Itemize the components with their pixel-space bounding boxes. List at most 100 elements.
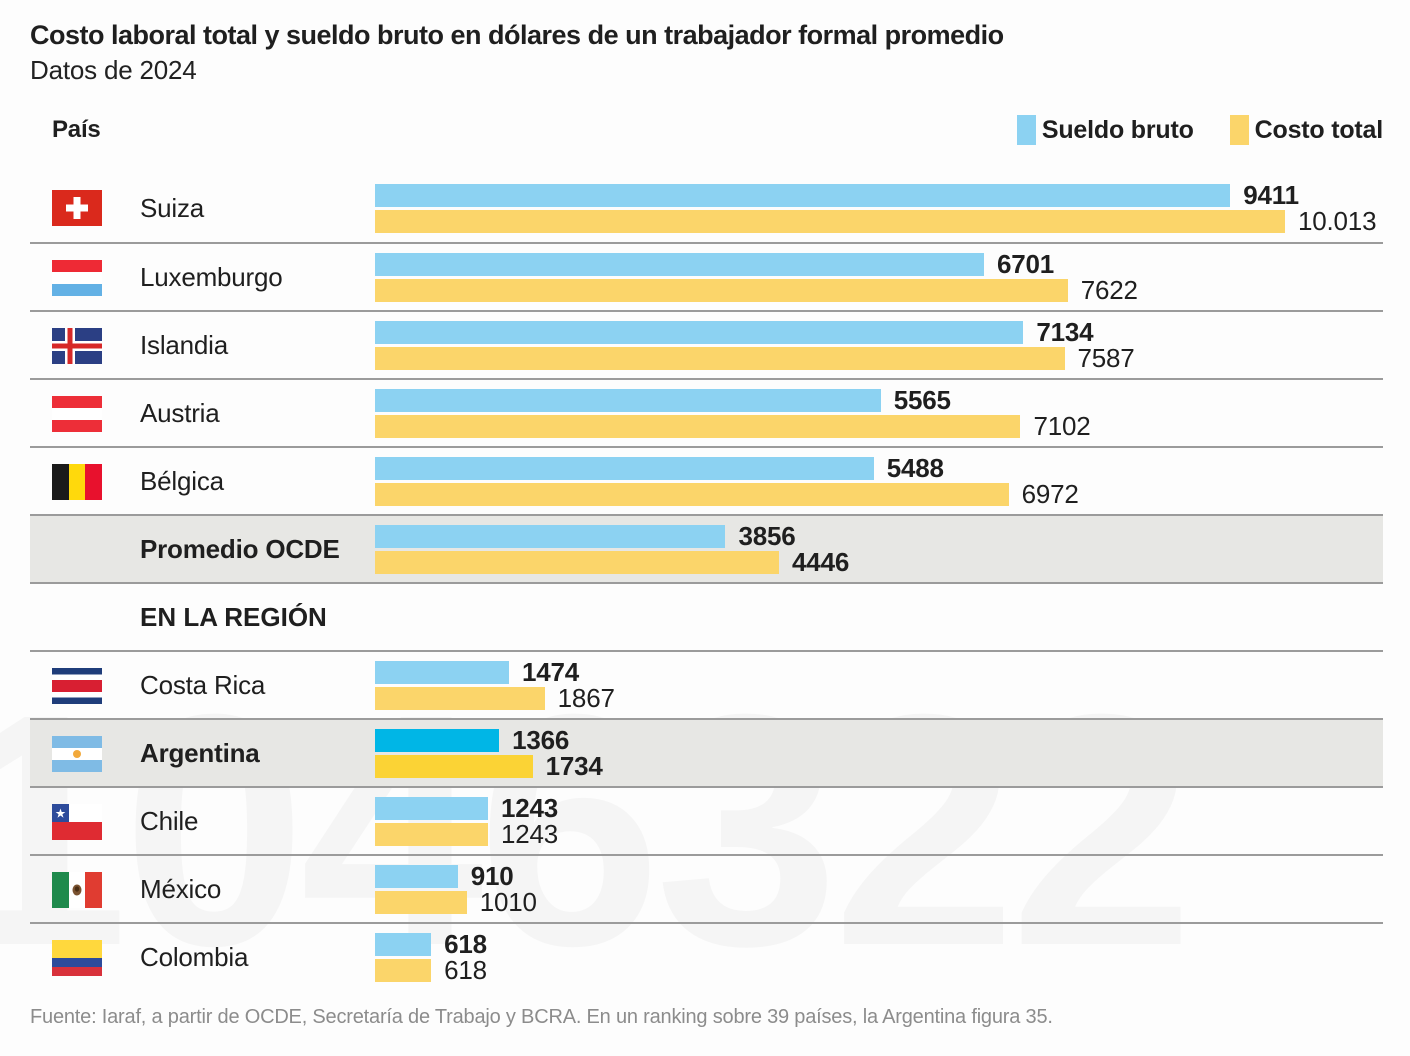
bar-group: 5565 7102: [375, 380, 1383, 446]
costo-total-bar: [375, 414, 1021, 438]
country-label: Chile: [140, 805, 199, 836]
source-note: Fuente: Iaraf, a partir de OCDE, Secreta…: [30, 1006, 1053, 1029]
table-row-islandia: Islandia 7134 7587: [30, 310, 1383, 378]
table-row-argentina: Argentina 1366 1734: [30, 718, 1383, 787]
costo-total-bar: [375, 209, 1285, 233]
bar-group: 6701 7622: [375, 244, 1383, 310]
country-column-header: País: [52, 116, 101, 144]
country-label: México: [140, 873, 222, 904]
chile-flag-icon: [52, 804, 102, 841]
costo-total-value: 1734: [545, 750, 603, 781]
table-row-luxemburgo: Luxemburgo 6701 7622: [30, 242, 1383, 310]
sueldo-bruto-value: 910: [470, 860, 514, 891]
table-row-promedio-ocde: Promedio OCDE 3856 4446: [30, 514, 1383, 583]
bar-group: 1243 1243: [375, 788, 1383, 854]
page-title: Costo laboral total y sueldo bruto en dó…: [30, 20, 1004, 50]
sueldo-bruto-bar: [375, 320, 1024, 344]
costo-total-bar: [375, 822, 488, 846]
sueldo-bruto-value: 6701: [996, 248, 1055, 279]
costo-total-bar: [375, 754, 533, 778]
bar-group: 1474 1867: [375, 652, 1383, 718]
sueldo-bruto-bar: [375, 183, 1231, 207]
sueldo-bruto-value: 7134: [1036, 316, 1094, 347]
infographic: Costo laboral total y sueldo bruto en dó…: [30, 20, 1383, 1029]
bar-group: 7134 7587: [375, 312, 1383, 378]
sueldo-bruto-bar: [375, 932, 432, 956]
section-header-row: EN LA REGIÓN: [30, 582, 1383, 650]
belgium-flag-icon: [52, 464, 102, 501]
costo-total-bar: [375, 958, 432, 982]
bar-group: 5488 6972: [375, 448, 1383, 514]
country-label: Argentina: [140, 737, 260, 768]
sueldo-bruto-bar: [375, 796, 488, 820]
page-subtitle: Datos de 2024: [30, 55, 197, 86]
legend: Sueldo bruto Costo total: [1016, 115, 1384, 146]
legend-item-sueldo-bruto: Sueldo bruto: [1016, 115, 1194, 146]
country-label: Luxemburgo: [140, 261, 283, 292]
chart-header: País Sueldo bruto Costo total: [30, 110, 1383, 150]
sueldo-bruto-value: 1366: [512, 724, 570, 755]
costo-total-value: 1010: [479, 886, 537, 917]
costo-total-bar: [375, 686, 545, 710]
country-label: Suiza: [140, 192, 205, 223]
costo-total-value: 10.013: [1298, 205, 1377, 236]
table-row-mexico: México 910 1010: [30, 854, 1383, 922]
table-row-belgica: Bélgica 5488 6972: [30, 446, 1383, 514]
country-label: Promedio OCDE: [140, 533, 340, 564]
country-label: Bélgica: [140, 465, 224, 496]
costo-total-value: 1867: [557, 682, 615, 713]
sueldo-bruto-bar: [375, 864, 458, 888]
section-header-label: EN LA REGIÓN: [140, 601, 327, 632]
sueldo-bruto-value: 1474: [521, 656, 579, 687]
switzerland-flag-icon: [52, 190, 102, 227]
costo-total-value: 7102: [1033, 410, 1091, 441]
costo-total-value: 4446: [792, 546, 850, 577]
mexico-flag-icon: [52, 872, 102, 909]
costo-total-value: 7622: [1080, 274, 1138, 305]
costo-total-bar: [375, 890, 467, 914]
colombia-flag-icon: [52, 940, 102, 977]
legend-label: Costo total: [1254, 115, 1384, 144]
costo-total-value: 7587: [1077, 342, 1135, 373]
sueldo-bruto-value: 1243: [500, 792, 558, 823]
iceland-flag-icon: [52, 328, 102, 365]
sueldo-bruto-value: 3856: [738, 520, 796, 551]
legend-swatch-blue-icon: [1016, 115, 1036, 146]
sueldo-bruto-value: 5488: [886, 452, 944, 483]
luxembourg-flag-icon: [52, 260, 102, 297]
bar-group: 1366 1734: [375, 720, 1383, 786]
sueldo-bruto-bar: [375, 524, 726, 548]
table-row-chile: Chile 1243 1243: [30, 786, 1383, 854]
chart-rows: Suiza 9411 10.013 Luxemburgo 6701 7622 I…: [30, 174, 1383, 990]
bar-group: 9411 10.013: [375, 174, 1383, 242]
country-label: Islandia: [140, 329, 229, 360]
costa-rica-flag-icon: [52, 668, 102, 705]
sueldo-bruto-bar: [375, 456, 874, 480]
country-label: Colombia: [140, 941, 249, 972]
argentina-flag-icon: [52, 736, 102, 773]
table-row-colombia: Colombia 618 618: [30, 922, 1383, 990]
costo-total-value: 1243: [500, 818, 558, 849]
austria-flag-icon: [52, 396, 102, 433]
table-row-austria: Austria 5565 7102: [30, 378, 1383, 446]
costo-total-bar: [375, 550, 780, 574]
sueldo-bruto-bar: [375, 252, 984, 276]
sueldo-bruto-bar: [375, 728, 500, 752]
country-label: Costa Rica: [140, 669, 266, 700]
sueldo-bruto-bar: [375, 388, 881, 412]
bar-group: 3856 4446: [375, 516, 1383, 582]
sueldo-bruto-value: 618: [444, 928, 487, 959]
sueldo-bruto-value: 5565: [893, 384, 951, 415]
bar-group: 618 618: [375, 924, 1383, 990]
legend-label: Sueldo bruto: [1041, 115, 1194, 144]
legend-item-costo-total: Costo total: [1229, 115, 1384, 146]
costo-total-bar: [375, 278, 1068, 302]
sueldo-bruto-value: 9411: [1243, 179, 1299, 210]
legend-swatch-yellow-icon: [1229, 115, 1249, 146]
bar-group: 910 1010: [375, 856, 1383, 922]
table-row-costa-rica: Costa Rica 1474 1867: [30, 650, 1383, 718]
costo-total-bar: [375, 346, 1065, 370]
costo-total-value: 618: [444, 954, 487, 985]
costo-total-bar: [375, 482, 1009, 506]
table-row-suiza: Suiza 9411 10.013: [30, 174, 1383, 242]
